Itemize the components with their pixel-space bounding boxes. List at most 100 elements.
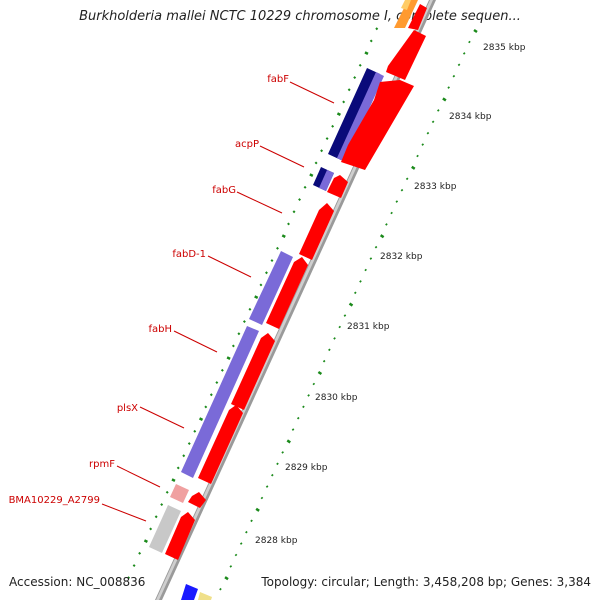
inner-tick bbox=[320, 149, 324, 153]
gene-fabF-reverse-light bbox=[337, 72, 384, 162]
gene-fabF-reverse bbox=[328, 68, 380, 160]
reverse-strand-genes bbox=[149, 68, 384, 600]
inner-tick bbox=[358, 63, 362, 67]
outer-tick bbox=[219, 587, 222, 591]
inner-tick bbox=[204, 405, 208, 409]
outer-tick bbox=[390, 211, 393, 215]
inner-tick bbox=[276, 246, 279, 250]
gene-fabD-forward bbox=[266, 257, 308, 329]
inner-tick bbox=[259, 283, 263, 287]
inner-tick bbox=[347, 88, 351, 92]
inner-tick bbox=[270, 259, 274, 263]
outer-tick bbox=[250, 519, 253, 523]
outer-tick bbox=[462, 52, 466, 55]
outer-tick bbox=[281, 451, 284, 454]
outer-tick bbox=[348, 302, 354, 307]
outer-tick bbox=[379, 234, 385, 239]
inner-tick bbox=[198, 417, 204, 422]
gene-bottom-yellow bbox=[198, 592, 212, 600]
outer-tick bbox=[359, 280, 362, 283]
outer-tick bbox=[307, 394, 310, 397]
gene-label-plsX: plsX bbox=[117, 403, 138, 414]
ruler-label: 2834 kbp bbox=[449, 112, 492, 122]
outer-tick bbox=[411, 165, 416, 170]
outer-tick bbox=[317, 370, 323, 376]
gene-label-fabH: fabH bbox=[148, 324, 172, 335]
inner-tick bbox=[193, 429, 197, 433]
inner-tick bbox=[314, 161, 318, 165]
outer-tick bbox=[353, 291, 357, 295]
outer-tick bbox=[265, 485, 269, 488]
outer-tick bbox=[270, 473, 274, 477]
topology-summary-text: Topology: circular; Length: 3,458,208 bp… bbox=[261, 575, 591, 589]
outer-tick bbox=[260, 496, 264, 500]
inner-tick bbox=[364, 51, 369, 56]
outer-tick bbox=[224, 576, 229, 581]
inner-tick-marks bbox=[127, 27, 379, 580]
outer-tick bbox=[322, 359, 326, 363]
outer-tick bbox=[447, 86, 450, 89]
outer-tick bbox=[343, 314, 347, 317]
outer-tick bbox=[239, 542, 243, 545]
inner-tick bbox=[127, 576, 131, 580]
inner-tick bbox=[336, 112, 341, 117]
outer-tick bbox=[296, 416, 300, 420]
inner-tick bbox=[165, 490, 169, 494]
gene-fabF-forward bbox=[386, 30, 426, 80]
gene-acpP-light bbox=[319, 170, 334, 191]
inner-tick bbox=[176, 466, 180, 470]
inner-tick bbox=[237, 332, 241, 336]
inner-tick bbox=[138, 551, 142, 555]
inner-tick bbox=[342, 100, 346, 104]
gene-label-fabG: fabG bbox=[212, 185, 236, 196]
inner-tick bbox=[132, 564, 136, 568]
outer-tick bbox=[405, 177, 409, 181]
outer-tick bbox=[286, 439, 291, 444]
gene-fabF-fwd2 bbox=[341, 80, 414, 170]
inner-tick bbox=[149, 527, 153, 531]
accession-text: Accession: NC_008836 bbox=[9, 575, 146, 589]
inner-tick bbox=[287, 222, 290, 226]
ruler-label: 2830 kbp bbox=[315, 393, 358, 403]
inner-tick bbox=[171, 478, 176, 483]
outer-tick bbox=[364, 268, 367, 272]
outer-tick bbox=[276, 462, 279, 466]
inner-tick bbox=[298, 198, 302, 202]
gene-fabH-plsX bbox=[181, 326, 259, 478]
gene-leader-lines bbox=[101, 81, 335, 522]
top-edge-features bbox=[394, 0, 427, 30]
ruler-labels: 2835 kbp 2834 kbp 2833 kbp 2832 kbp 2831 kbp… bbox=[255, 43, 526, 546]
inner-tick bbox=[226, 356, 231, 361]
outer-tick bbox=[229, 565, 233, 568]
gene-label-acpP: acpP bbox=[235, 139, 259, 150]
outer-tick bbox=[442, 97, 447, 102]
inner-tick bbox=[231, 344, 235, 348]
inner-tick bbox=[182, 454, 186, 458]
outer-tick bbox=[291, 428, 295, 431]
outer-tick bbox=[312, 382, 316, 386]
outer-tick bbox=[333, 337, 336, 340]
outer-tick-marks bbox=[219, 28, 478, 591]
gene-fabH-forward bbox=[231, 333, 275, 410]
outer-tick bbox=[431, 120, 435, 124]
inner-tick bbox=[254, 295, 259, 300]
outer-tick bbox=[234, 553, 238, 557]
inner-tick bbox=[248, 307, 252, 311]
outer-tick bbox=[452, 74, 456, 78]
outer-tick bbox=[426, 131, 430, 135]
outer-tick bbox=[255, 507, 260, 512]
gene-fabD-1 bbox=[249, 251, 293, 325]
gene-acpP-forward bbox=[327, 175, 348, 198]
inner-tick bbox=[215, 381, 219, 385]
gene-rpmF bbox=[170, 484, 189, 503]
outer-tick bbox=[468, 40, 471, 44]
gene-labels: fabF acpP fabG fabD-1 fabH plsX rpmF BMA10229_A… bbox=[9, 74, 290, 506]
gene-fabG-forward bbox=[299, 203, 334, 260]
outer-tick bbox=[328, 348, 331, 352]
inner-tick bbox=[331, 124, 335, 128]
ruler-label: 2829 kbp bbox=[285, 463, 328, 473]
ruler-label: 2828 kbp bbox=[255, 536, 298, 546]
inner-tick bbox=[292, 210, 296, 214]
